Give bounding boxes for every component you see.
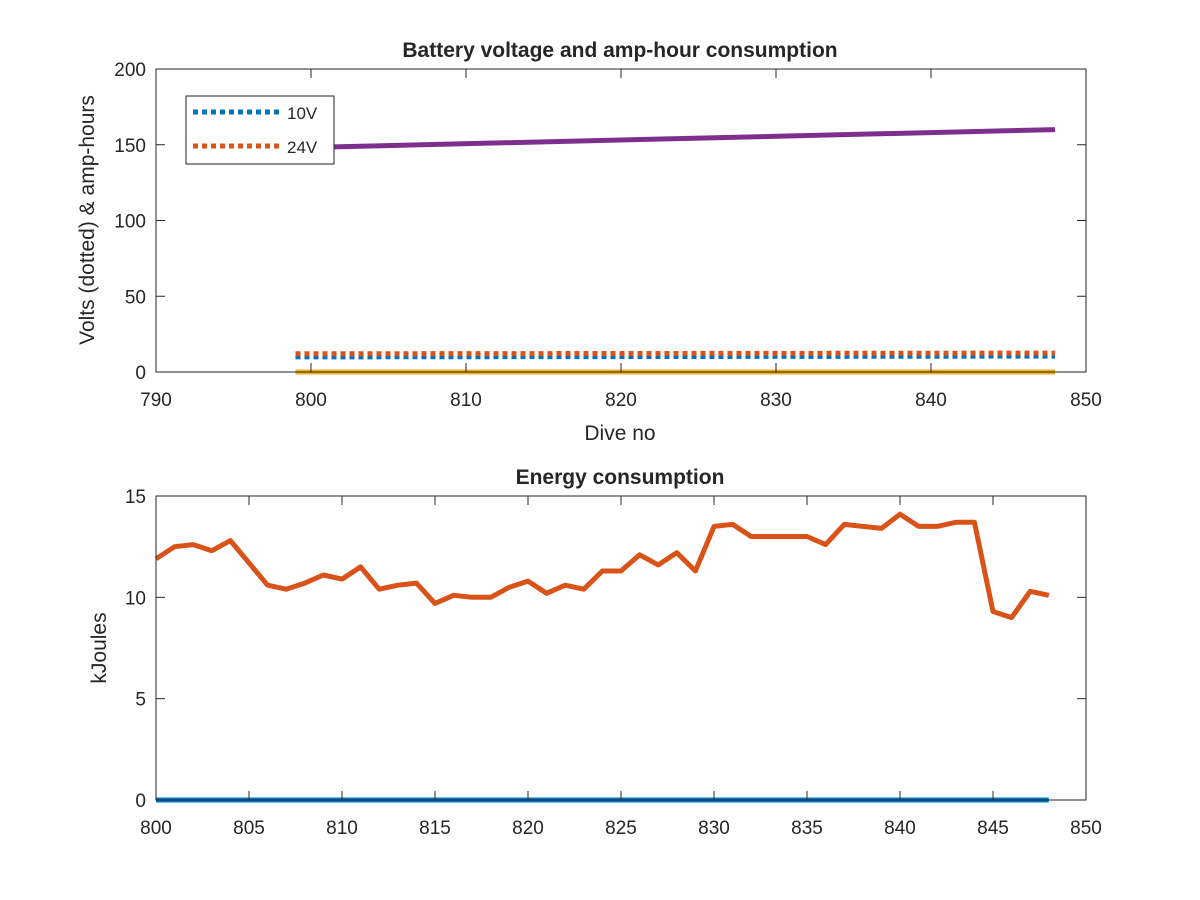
- chart1-y-tick-label: 0: [135, 363, 146, 384]
- chart1-legend: 10V 24V: [185, 95, 335, 165]
- chart2-x-tick-label: 835: [791, 818, 823, 839]
- chart2-x-tick-label: 845: [977, 818, 1009, 839]
- chart2-y-ticks: 0 5 10 15: [125, 487, 1086, 812]
- chart2-x-tick-label: 805: [233, 818, 265, 839]
- legend-box: [185, 95, 335, 165]
- chart1-y-tick-label: 50: [125, 287, 146, 308]
- chart1-y-tick-label: 150: [114, 136, 146, 157]
- chart2-x-tick-label: 825: [605, 818, 637, 839]
- chart2-x-tick-label: 830: [698, 818, 730, 839]
- chart2-x-tick-label: 850: [1070, 818, 1102, 839]
- chart1-y-axis-label: Volts (dotted) & amp-hours: [76, 95, 99, 345]
- chart1-y-tick-label: 100: [114, 212, 146, 233]
- chart2-y-tick-label: 15: [125, 487, 146, 508]
- voltage-amphour-chart: Battery voltage and amp-hour consumption…: [76, 39, 1102, 445]
- chart1-y-ticks: 0 50 100 150 200: [114, 60, 1086, 384]
- chart2-x-tick-label: 820: [512, 818, 544, 839]
- chart1-x-tick-label: 790: [140, 390, 172, 411]
- chart1-x-axis-label: Dive no: [584, 422, 655, 445]
- chart1-x-tick-label: 810: [450, 390, 482, 411]
- chart2-y-tick-label: 5: [135, 690, 146, 711]
- chart1-x-tick-label: 800: [295, 390, 327, 411]
- chart2-y-tick-label: 10: [125, 588, 146, 609]
- chart1-x-tick-label: 840: [915, 390, 947, 411]
- chart1-series-line-3: [295, 127, 1056, 151]
- chart1-y-tick-label: 200: [114, 60, 146, 81]
- chart1-series-line-1: [295, 350, 1056, 357]
- chart1-title: Battery voltage and amp-hour consumption: [402, 39, 837, 62]
- chart1-series-line-0: [295, 353, 1056, 360]
- chart2-x-ticks: 800 805 810 815 820 825 830 835 840 845 850: [140, 496, 1102, 839]
- chart2-x-tick-label: 810: [326, 818, 358, 839]
- legend-label-24v: 24V: [287, 138, 318, 157]
- legend-label-10v: 10V: [287, 104, 318, 123]
- chart2-x-tick-label: 815: [419, 818, 451, 839]
- chart1-x-tick-label: 830: [760, 390, 792, 411]
- chart1-x-tick-label: 850: [1070, 390, 1102, 411]
- energy-consumption-chart: Energy consumption 800 805 810 815 820 825 830…: [88, 466, 1102, 839]
- chart2-series-line-1: [154, 511, 1050, 621]
- chart1-x-ticks: 790 800 810 820 830 840 850: [140, 69, 1102, 411]
- chart2-y-axis-label: kJoules: [88, 612, 111, 683]
- chart2-x-tick-label: 800: [140, 818, 172, 839]
- chart1-x-tick-label: 820: [605, 390, 637, 411]
- chart2-x-tick-label: 840: [884, 818, 916, 839]
- chart2-title: Energy consumption: [516, 466, 725, 489]
- chart2-y-tick-label: 0: [135, 791, 146, 812]
